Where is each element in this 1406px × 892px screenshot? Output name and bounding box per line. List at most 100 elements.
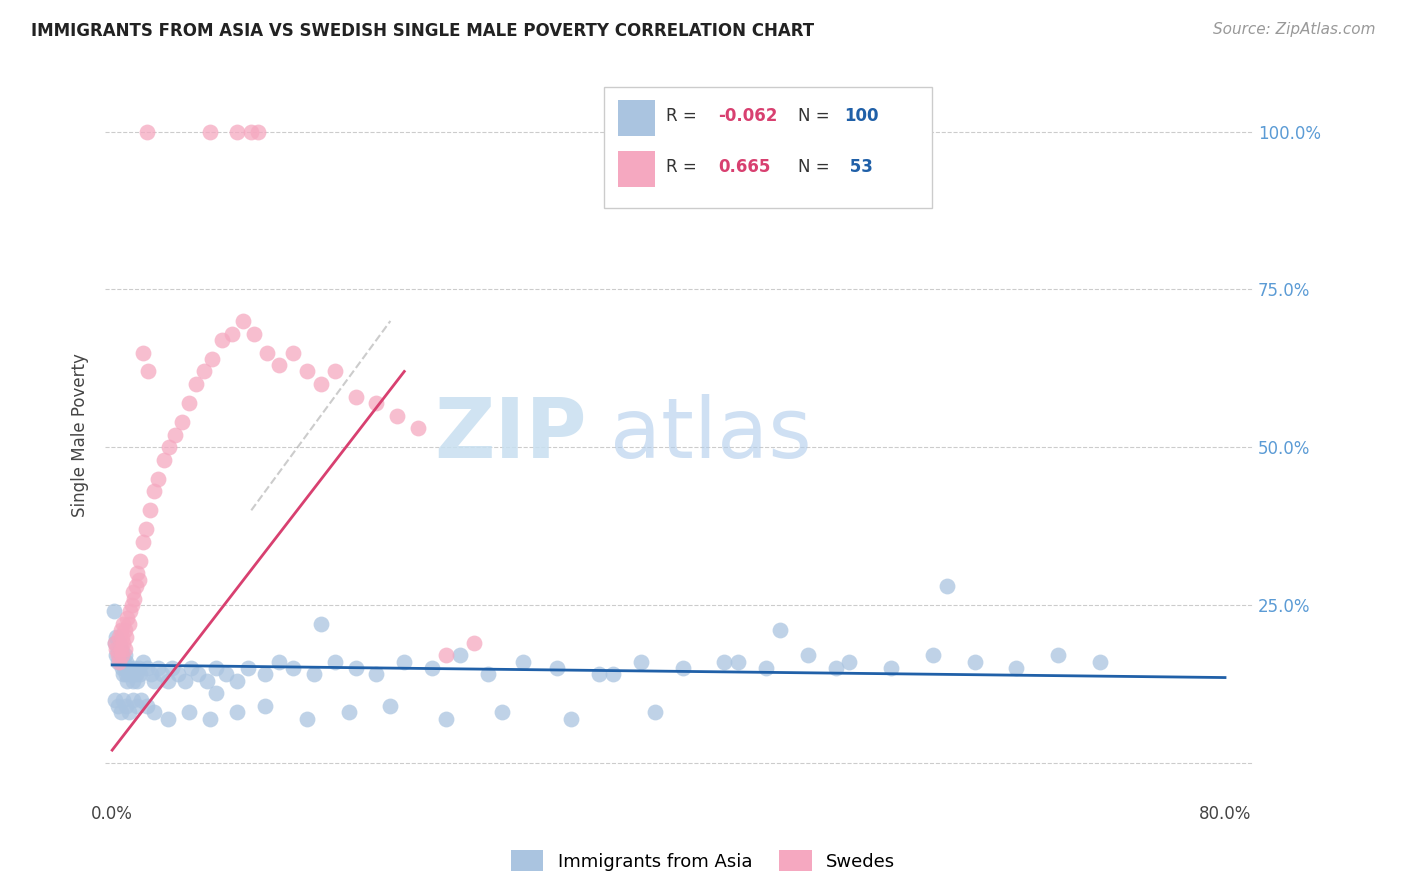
- Point: [880, 661, 903, 675]
- Point: [1088, 655, 1111, 669]
- Text: Source: ZipAtlas.com: Source: ZipAtlas.com: [1212, 22, 1375, 37]
- Point: [156, 712, 179, 726]
- Point: [129, 667, 152, 681]
- Point: [240, 125, 263, 139]
- Point: [110, 706, 132, 720]
- Point: [366, 667, 388, 681]
- Point: [112, 655, 135, 669]
- Point: [254, 698, 277, 713]
- Point: [114, 661, 136, 675]
- Point: [127, 566, 149, 581]
- Point: [107, 648, 129, 663]
- Point: [922, 648, 945, 663]
- Text: 100: 100: [844, 107, 879, 125]
- Point: [295, 712, 318, 726]
- Point: [163, 427, 186, 442]
- Point: [103, 604, 125, 618]
- Point: [146, 472, 169, 486]
- Point: [170, 415, 193, 429]
- Point: [132, 534, 155, 549]
- Point: [160, 661, 183, 675]
- Point: [713, 655, 735, 669]
- Point: [602, 667, 624, 681]
- Point: [295, 364, 318, 378]
- FancyBboxPatch shape: [619, 100, 655, 136]
- Point: [215, 667, 238, 681]
- Point: [727, 655, 749, 669]
- Point: [117, 610, 139, 624]
- Point: [128, 661, 150, 675]
- Point: [323, 655, 346, 669]
- Point: [122, 585, 145, 599]
- Point: [309, 377, 332, 392]
- Point: [112, 692, 135, 706]
- Point: [380, 698, 402, 713]
- Text: atlas: atlas: [610, 394, 811, 475]
- Point: [588, 667, 610, 681]
- Point: [226, 673, 249, 688]
- Point: [110, 642, 132, 657]
- Point: [105, 648, 128, 663]
- Point: [110, 642, 132, 657]
- Point: [104, 636, 127, 650]
- Point: [125, 667, 148, 681]
- Point: [935, 579, 957, 593]
- Text: ZIP: ZIP: [434, 394, 588, 475]
- Point: [269, 358, 291, 372]
- Point: [110, 655, 132, 669]
- Point: [150, 667, 173, 681]
- Point: [211, 333, 233, 347]
- Point: [238, 661, 260, 675]
- Point: [129, 554, 152, 568]
- Point: [104, 636, 127, 650]
- Point: [491, 706, 513, 720]
- Point: [115, 630, 138, 644]
- Point: [105, 642, 128, 657]
- FancyBboxPatch shape: [619, 152, 655, 187]
- Point: [108, 630, 131, 644]
- Point: [121, 598, 143, 612]
- Point: [142, 673, 165, 688]
- Point: [118, 616, 141, 631]
- Text: R =: R =: [666, 107, 703, 125]
- Point: [142, 484, 165, 499]
- Point: [108, 655, 131, 669]
- Point: [142, 706, 165, 720]
- Point: [226, 125, 249, 139]
- Point: [198, 125, 221, 139]
- Point: [124, 661, 146, 675]
- Point: [127, 698, 149, 713]
- Point: [205, 686, 228, 700]
- Point: [195, 673, 218, 688]
- Point: [269, 655, 291, 669]
- Point: [366, 396, 388, 410]
- Point: [117, 673, 139, 688]
- Point: [560, 712, 582, 726]
- Point: [838, 655, 860, 669]
- Point: [187, 667, 209, 681]
- Point: [309, 616, 332, 631]
- Point: [205, 661, 228, 675]
- Point: [630, 655, 652, 669]
- FancyBboxPatch shape: [605, 87, 932, 208]
- Point: [769, 624, 792, 638]
- Point: [546, 661, 568, 675]
- Point: [256, 345, 278, 359]
- Point: [226, 706, 249, 720]
- Point: [118, 706, 141, 720]
- Point: [120, 604, 142, 618]
- Point: [107, 655, 129, 669]
- Point: [127, 673, 149, 688]
- Point: [124, 591, 146, 606]
- Point: [420, 661, 443, 675]
- Point: [111, 648, 134, 663]
- Point: [344, 661, 367, 675]
- Point: [136, 125, 159, 139]
- Point: [105, 630, 128, 644]
- Text: -0.062: -0.062: [718, 107, 778, 125]
- Point: [434, 712, 457, 726]
- Point: [477, 667, 499, 681]
- Point: [120, 661, 142, 675]
- Point: [112, 667, 135, 681]
- Point: [302, 667, 325, 681]
